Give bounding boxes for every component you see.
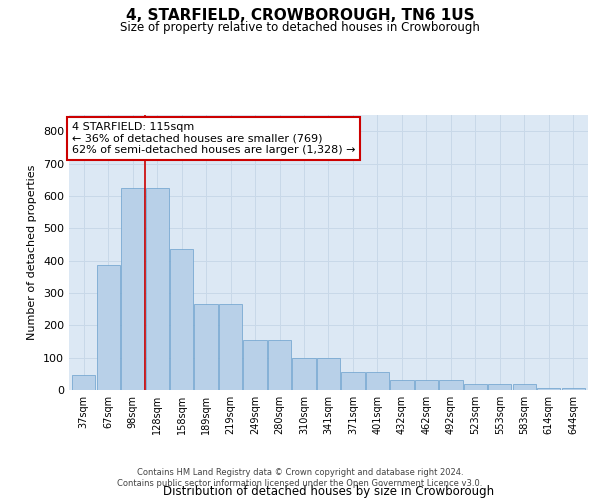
Bar xyxy=(244,340,266,390)
Bar xyxy=(219,304,242,390)
Bar xyxy=(292,358,316,390)
Bar xyxy=(268,340,291,390)
Bar xyxy=(341,372,365,390)
Bar xyxy=(391,380,413,390)
Bar xyxy=(317,358,340,390)
Bar xyxy=(488,384,511,390)
Bar xyxy=(439,380,463,390)
Bar xyxy=(464,384,487,390)
Bar xyxy=(121,188,144,390)
Text: Contains HM Land Registry data © Crown copyright and database right 2024.
Contai: Contains HM Land Registry data © Crown c… xyxy=(118,468,482,487)
Bar xyxy=(366,372,389,390)
Bar xyxy=(170,250,193,390)
Bar xyxy=(537,388,560,390)
Bar xyxy=(194,304,218,390)
Bar xyxy=(146,188,169,390)
Bar xyxy=(513,384,536,390)
Text: 4, STARFIELD, CROWBOROUGH, TN6 1US: 4, STARFIELD, CROWBOROUGH, TN6 1US xyxy=(125,8,475,22)
Bar xyxy=(97,266,120,390)
Text: Size of property relative to detached houses in Crowborough: Size of property relative to detached ho… xyxy=(120,21,480,34)
Text: 4 STARFIELD: 115sqm
← 36% of detached houses are smaller (769)
62% of semi-detac: 4 STARFIELD: 115sqm ← 36% of detached ho… xyxy=(71,122,355,155)
Y-axis label: Number of detached properties: Number of detached properties xyxy=(28,165,37,340)
Bar xyxy=(562,388,585,390)
Bar xyxy=(415,380,438,390)
Text: Distribution of detached houses by size in Crowborough: Distribution of detached houses by size … xyxy=(163,484,494,498)
Bar xyxy=(72,376,95,390)
